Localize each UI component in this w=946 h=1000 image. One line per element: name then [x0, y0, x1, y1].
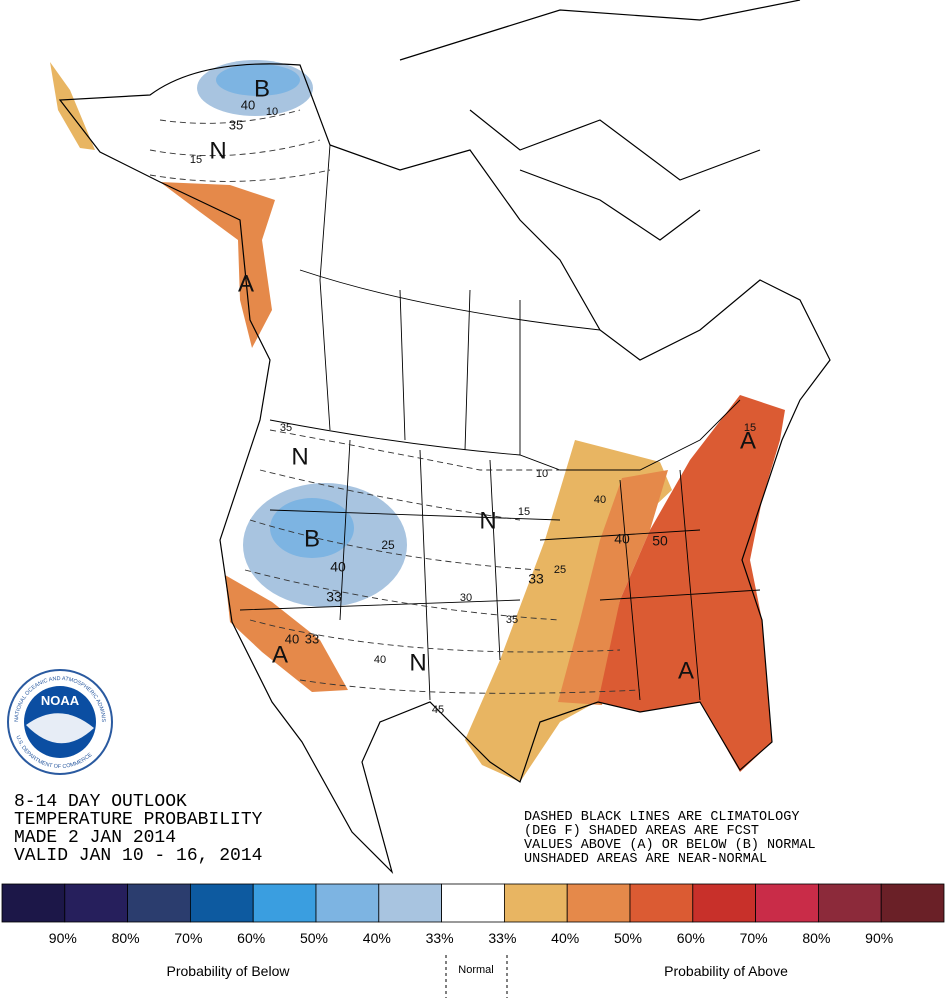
note-line: VALUES ABOVE (A) OR BELOW (B) NORMAL	[524, 838, 816, 853]
above-area	[225, 575, 348, 692]
above-area	[558, 470, 668, 705]
legend-swatch	[441, 883, 505, 923]
below-area-strong	[270, 498, 354, 558]
legend-below: Probability of Below	[167, 963, 291, 979]
legend-label: 33%	[426, 930, 454, 946]
below-area-strong	[216, 64, 300, 96]
legend-label: 70%	[740, 930, 768, 946]
legend: Probability of Below Normal Probability …	[1, 883, 945, 998]
map-label: A	[740, 427, 756, 454]
legend-label: 50%	[300, 930, 328, 946]
map-label: 10	[266, 106, 278, 118]
title-line: MADE 2 JAN 2014	[14, 828, 176, 848]
map-label: 40	[594, 494, 606, 506]
map-label: 15	[190, 154, 202, 166]
legend-swatch	[1, 883, 66, 923]
legend-swatch	[252, 883, 317, 923]
legend-label: 90%	[865, 930, 893, 946]
map-label: 10	[536, 468, 548, 480]
map-label: 25	[554, 564, 566, 576]
legend-label: 33%	[488, 930, 516, 946]
title-line: VALID JAN 10 - 16, 2014	[14, 846, 262, 866]
map-label: N	[409, 649, 426, 676]
map-label: 45	[432, 704, 444, 716]
note-line: (DEG F) SHADED AREAS ARE FCST	[524, 824, 759, 839]
map-label: A	[238, 270, 254, 297]
map-label: 15	[518, 506, 530, 518]
arctic-islands	[399, 0, 801, 241]
above-area	[160, 182, 275, 348]
legend-swatch	[503, 883, 568, 923]
map-label: 30	[460, 592, 472, 604]
legend-label: 40%	[551, 930, 579, 946]
map-label: 40	[285, 631, 299, 646]
legend-swatch	[566, 883, 631, 923]
coastline	[58, 63, 831, 875]
legend-swatch	[629, 883, 694, 923]
map-label: 33	[528, 571, 544, 587]
geography	[58, 0, 831, 875]
state-province-lines	[239, 144, 761, 701]
legend-swatch	[378, 883, 442, 923]
map-label: B	[304, 525, 320, 552]
title-line: TEMPERATURE PROBABILITY	[14, 810, 263, 830]
map-label: 40	[241, 97, 255, 112]
legend-label: 50%	[614, 930, 642, 946]
contour	[244, 429, 641, 694]
above-area-strong	[598, 395, 785, 772]
legend-swatch	[64, 883, 129, 923]
title-line: 8-14 DAY OUTLOOK	[14, 792, 187, 812]
above-area	[50, 62, 95, 150]
climatology-lines	[149, 109, 641, 694]
map-label: 35	[506, 614, 518, 626]
map-label: 40	[330, 559, 346, 575]
legend-swatch	[692, 883, 756, 923]
map-label: N	[209, 137, 226, 164]
logo-name: NOAA	[41, 693, 80, 708]
legend-label: 80%	[802, 930, 830, 946]
map-label: N	[479, 507, 496, 534]
map-label: N	[291, 443, 308, 470]
map-label: 33	[305, 631, 319, 646]
legend-label: 80%	[112, 930, 140, 946]
map-label: 35	[229, 117, 243, 132]
logo-gull	[26, 713, 94, 744]
shading	[50, 60, 785, 782]
map-label: 33	[326, 589, 342, 605]
legend-swatch	[315, 883, 380, 923]
legend-label: 40%	[363, 930, 391, 946]
contour	[149, 109, 331, 182]
map-label: 40	[614, 531, 630, 547]
map-label: 50	[652, 533, 668, 549]
legend-swatch	[127, 883, 191, 923]
legend-label: 90%	[49, 930, 77, 946]
legend-above: Probability of Above	[664, 963, 788, 979]
legend-normal: Normal	[458, 964, 493, 976]
map-label: B	[254, 75, 270, 102]
map-label: A	[678, 657, 694, 684]
map-label: A	[272, 641, 288, 668]
us-canada-border	[269, 399, 741, 471]
legend-label: 70%	[174, 930, 202, 946]
legend-label: 60%	[237, 930, 265, 946]
map-label: 15	[744, 422, 756, 434]
map-label: 25	[381, 538, 395, 552]
legend-swatch	[880, 883, 945, 923]
map-label: 35	[280, 422, 292, 434]
legend-swatch	[189, 883, 254, 923]
legend-label: 60%	[677, 930, 705, 946]
legend-swatch	[818, 883, 882, 923]
note-line: DASHED BLACK LINES ARE CLIMATOLOGY	[524, 810, 799, 825]
note-line: UNSHADED AREAS ARE NEAR-NORMAL	[524, 852, 767, 867]
legend-swatch	[755, 883, 819, 923]
map-label: 40	[374, 654, 386, 666]
note-block: DASHED BLACK LINES ARE CLIMATOLOGY(DEG F…	[524, 810, 816, 867]
